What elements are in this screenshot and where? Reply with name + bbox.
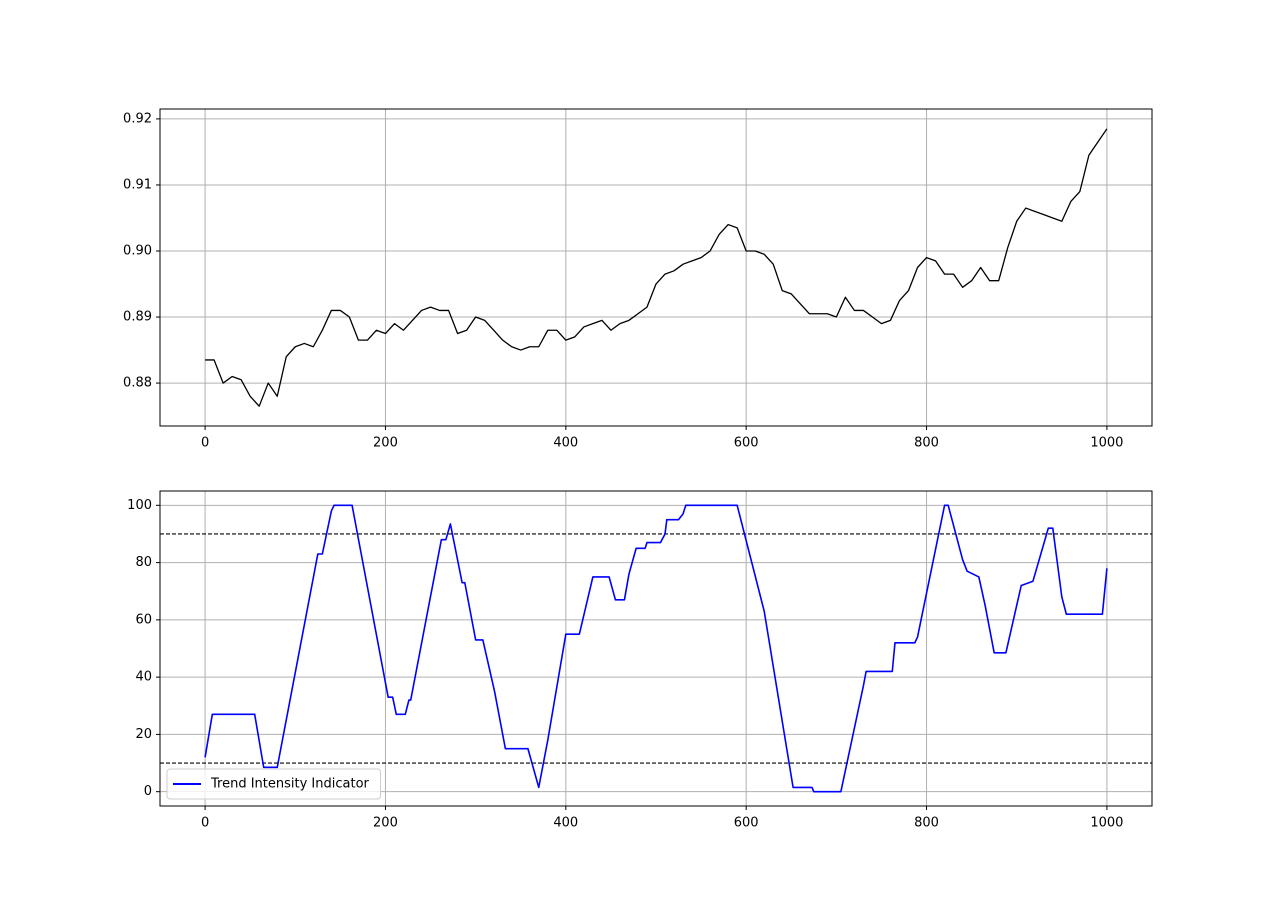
data-line: [205, 128, 1108, 407]
legend-box: [166, 768, 382, 800]
y-tick-label: 0.91: [123, 177, 152, 192]
x-tick-label: 200: [373, 816, 398, 831]
y-tick-label: 0: [144, 784, 152, 799]
y-tick-label: 20: [135, 727, 152, 742]
axes-frame: [159, 108, 1153, 427]
x-tick-label: 200: [373, 436, 398, 451]
x-tick-label: 0: [201, 816, 209, 831]
x-tick-label: 600: [734, 816, 759, 831]
x-tick-label: 1000: [1090, 436, 1123, 451]
data-line: [204, 504, 1108, 793]
y-tick-label: 60: [135, 612, 152, 627]
y-tick-label: 0.92: [123, 111, 152, 126]
legend-label: Trend Intensity Indicator: [210, 777, 370, 792]
y-tick-label: 0.89: [123, 310, 152, 325]
y-tick-label: 0.88: [123, 376, 152, 391]
x-tick-label: 1000: [1090, 816, 1123, 831]
x-tick-label: 0: [201, 436, 209, 451]
y-tick-label: 40: [135, 670, 152, 685]
legend: Trend Intensity Indicator: [166, 768, 382, 800]
y-tick-label: 0.90: [123, 243, 152, 258]
x-tick-label: 800: [914, 816, 939, 831]
x-tick-label: 600: [734, 436, 759, 451]
axes-frame: [159, 490, 1153, 807]
x-tick-label: 400: [553, 436, 578, 451]
y-tick-label: 100: [127, 498, 152, 513]
y-tick-label: 80: [135, 555, 152, 570]
x-tick-label: 800: [914, 436, 939, 451]
x-tick-label: 400: [553, 816, 578, 831]
